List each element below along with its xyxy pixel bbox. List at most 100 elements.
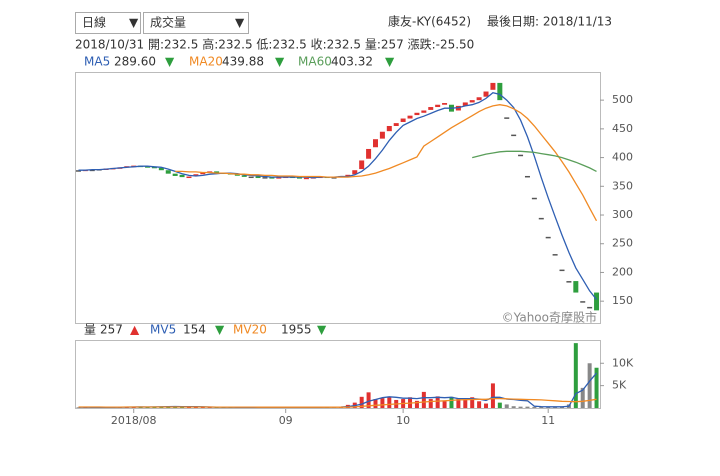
volume-bar [366,392,371,408]
legend-name: 量 [84,323,96,337]
legend-trend: ▼ [317,323,327,337]
candle [179,174,185,178]
interval-dropdown[interactable] [75,12,141,34]
volume-bar [428,399,433,408]
x-tick-label: 09 [279,414,293,427]
candle [504,117,510,119]
y-tick-label: 350 [612,179,633,192]
candle [428,107,434,110]
volume-bar [525,406,530,408]
indicator-text[interactable]: 成交量 [150,15,186,30]
candle [248,176,254,179]
candle [352,170,358,175]
candle [407,115,413,119]
volume-bar [456,399,461,408]
legend-name: MA20 [189,55,223,69]
volume-bar [580,387,585,408]
volume-bar [484,403,489,408]
candle [379,131,385,139]
candle [545,236,551,239]
candle [531,197,537,200]
volume-bar [449,396,454,408]
volume-bar [421,391,426,408]
legend-trend: ▼ [215,323,225,337]
legend-value: 1955 [281,323,312,337]
x-tick-label: 10 [396,414,410,427]
legend-name: MA5 [84,55,110,69]
last-date: 最後日期: 2018/11/13 [487,15,612,29]
moving-average-line [78,372,597,409]
y-tick-label: 250 [612,237,633,250]
candle [469,100,475,103]
candle [186,176,192,179]
volume-bar [532,406,537,408]
candle [393,123,399,126]
dropdown-arrow: ▼ [129,16,139,30]
x-tick-label: 11 [541,414,555,427]
candle [75,170,81,172]
legend-value: 439.88 [222,55,264,69]
candle [518,154,524,157]
legend-trend: ▼ [165,55,175,69]
candle [421,110,427,113]
interval-text[interactable]: 日線 [82,15,106,30]
volume-bar [477,401,482,408]
y-tick-label: 300 [612,208,633,221]
y-tick-label: 500 [612,93,633,106]
y-tick-label: 200 [612,265,633,278]
candle [214,171,220,173]
volume-bar [387,396,392,408]
y-tick-label: 400 [612,151,633,164]
volume-bar [359,396,364,408]
legend-value: 154 [183,323,206,337]
y-tick-label: 5K [612,379,627,392]
candle [145,166,151,168]
volume-bar [594,367,599,408]
candle [497,82,503,101]
candle [297,177,303,179]
candle [331,177,337,179]
volume-bar [518,406,523,408]
dropdown-arrow: ▼ [235,16,245,30]
y-tick-label: 450 [612,122,633,135]
volume-bar [373,399,378,408]
legend-value: 257 [100,323,123,337]
candle [552,254,558,256]
legend-name: MV5 [150,323,176,337]
y-tick-label: 150 [612,294,633,307]
candle [587,306,593,309]
candle [435,104,441,108]
candle [566,281,572,283]
moving-average-line [78,397,597,408]
candle [165,170,171,174]
volume-panel [75,340,601,409]
candle [580,301,586,303]
candle [255,176,261,179]
volume-bar [546,407,551,408]
candle [524,175,530,178]
candle [538,217,544,220]
candle [241,175,247,177]
candle [276,177,282,179]
candle [490,82,496,90]
indicator-dropdown[interactable] [143,12,249,34]
legend-trend: ▼ [275,55,285,69]
candle [400,118,406,122]
volume-bar [470,397,475,408]
candle [193,174,199,176]
candle [483,91,489,97]
legend-trend: ▲ [130,323,140,337]
candle [172,173,178,176]
moving-average-line [472,150,597,172]
volume-bar [442,401,447,408]
volume-bar [504,404,509,408]
candle [573,281,579,293]
candle [158,167,164,171]
volume-bar [380,398,385,408]
candle [511,134,517,137]
moving-average-line [78,91,598,300]
legend-value: 289.60 [114,55,156,69]
volume-bar [587,363,592,408]
candle [234,174,240,176]
